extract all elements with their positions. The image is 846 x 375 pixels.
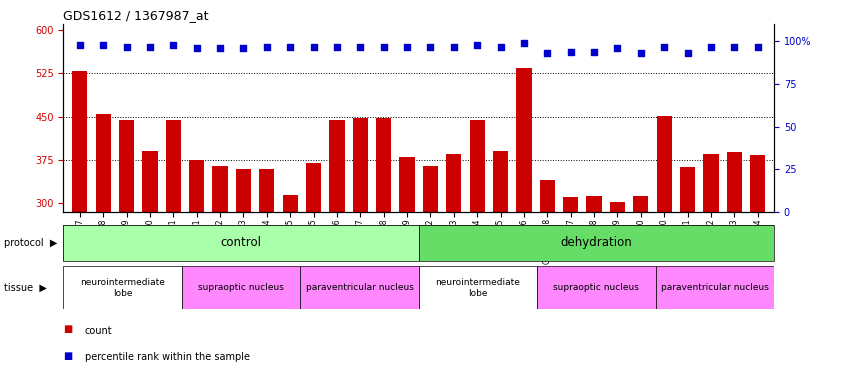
Point [260,44,273,50]
Point [120,44,134,50]
Text: count: count [85,326,113,336]
Bar [190,160,204,375]
Point [237,45,250,51]
Bar [329,120,344,375]
Bar [586,196,602,375]
Text: protocol  ▶: protocol ▶ [4,238,58,248]
Bar [419,266,537,309]
Bar [182,266,300,309]
Point [587,49,601,55]
Text: control: control [221,236,261,249]
Point [167,42,180,48]
Text: ■: ■ [63,351,73,361]
Text: neurointermediate
lobe: neurointermediate lobe [436,278,520,297]
Point [470,42,484,48]
Bar [563,198,579,375]
Text: supraoptic nucleus: supraoptic nucleus [198,284,284,292]
Bar [119,120,135,375]
Point [517,40,530,46]
Point [330,44,343,50]
Bar [446,154,461,375]
Bar [540,180,555,375]
Text: paraventricular nucleus: paraventricular nucleus [305,284,414,292]
Text: supraoptic nucleus: supraoptic nucleus [553,284,640,292]
Point [307,44,321,50]
Point [634,50,647,56]
Point [143,44,157,50]
Bar [306,163,321,375]
Bar [212,166,228,375]
Bar [727,153,742,375]
Point [96,42,110,48]
Point [564,49,578,55]
Bar [537,266,656,309]
Text: paraventricular nucleus: paraventricular nucleus [661,284,769,292]
Point [424,44,437,50]
Text: dehydration: dehydration [561,236,632,249]
Point [728,44,741,50]
Bar [142,151,157,375]
Point [447,44,460,50]
Bar [750,155,766,375]
Bar [353,118,368,375]
Bar [634,196,648,375]
Point [681,50,695,56]
Bar [516,68,531,375]
Bar [399,157,415,375]
Bar [680,168,695,375]
Point [657,44,671,50]
Bar [376,118,392,375]
Bar [423,166,438,375]
Bar [610,202,625,375]
Bar [236,169,251,375]
Bar [283,195,298,375]
Point [213,45,227,51]
Bar [419,225,774,261]
Bar [259,169,274,375]
Point [400,44,414,50]
Bar [63,266,182,309]
Bar [470,120,485,375]
Bar [72,70,87,375]
Point [751,44,765,50]
Point [283,44,297,50]
Bar [703,154,718,375]
Bar [656,116,672,375]
Bar [300,266,419,309]
Text: neurointermediate
lobe: neurointermediate lobe [80,278,165,297]
Point [377,44,391,50]
Point [494,44,508,50]
Bar [656,266,774,309]
Text: GDS1612 / 1367987_at: GDS1612 / 1367987_at [63,9,209,22]
Text: tissue  ▶: tissue ▶ [4,283,47,293]
Text: ■: ■ [63,324,73,334]
Bar [96,114,111,375]
Point [73,42,86,48]
Bar [63,225,419,261]
Point [704,44,717,50]
Point [611,45,624,51]
Bar [493,151,508,375]
Point [190,45,203,51]
Bar [166,120,181,375]
Text: percentile rank within the sample: percentile rank within the sample [85,352,250,363]
Point [541,50,554,56]
Point [354,44,367,50]
